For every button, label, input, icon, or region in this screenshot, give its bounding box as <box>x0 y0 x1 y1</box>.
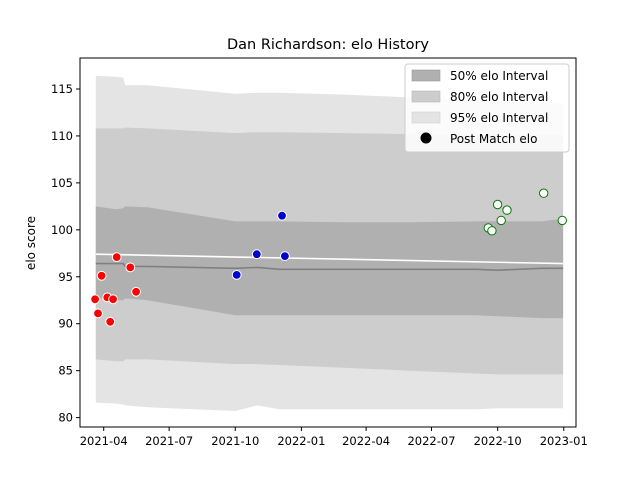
post-match-point-season3 <box>492 199 503 210</box>
y-axis-label: elo score <box>24 216 38 270</box>
x-tick-label: 2022-10 <box>474 434 522 448</box>
y-tick-label: 80 <box>58 411 73 425</box>
y-tick-label: 115 <box>51 82 73 96</box>
legend-label-50: 50% elo Interval <box>450 69 548 83</box>
post-match-point-season1 <box>131 286 142 297</box>
trend-line <box>95 253 564 265</box>
legend-swatch-50 <box>411 69 441 82</box>
y-tick-label: 100 <box>51 223 73 237</box>
y-axis: 80 85 90 95 100 105 110 115 <box>51 82 80 425</box>
legend-label-95: 95% elo Interval <box>450 111 548 125</box>
post-match-point-season1 <box>93 308 103 319</box>
x-tick-label: 2021-07 <box>145 434 193 448</box>
x-axis: 2021-04 2021-07 2021-10 2022-01 2022-04 2022-… <box>80 427 588 448</box>
y-tick-label: 105 <box>51 176 73 190</box>
legend-frame <box>404 63 570 153</box>
legend-label-80: 80% elo Interval <box>450 90 548 104</box>
legend: 50% elo Interval 80% elo Interval 95% el… <box>404 63 570 153</box>
mean-elo-line <box>95 262 564 272</box>
x-tick-label: 2022-07 <box>407 434 455 448</box>
x-tick-label: 2022-04 <box>342 434 390 448</box>
plot-frame <box>79 57 577 428</box>
post-match-point-season3 <box>496 215 506 226</box>
post-match-point-season2 <box>251 249 262 260</box>
post-match-point-season1 <box>105 316 116 327</box>
legend-swatch-95 <box>411 111 441 124</box>
legend-marker-post-match <box>420 132 432 144</box>
post-match-point-season3 <box>487 226 497 236</box>
y-tick-label: 90 <box>58 317 73 331</box>
plot-area <box>90 75 567 412</box>
post-match-point-season1 <box>96 270 107 281</box>
band-50-interval <box>95 206 564 319</box>
post-match-point-season1 <box>111 252 122 263</box>
x-tick-label: 2021-04 <box>80 434 128 448</box>
post-match-point-season1 <box>90 294 100 305</box>
x-tick-label: 2021-10 <box>211 434 259 448</box>
y-tick-label: 85 <box>58 364 73 378</box>
post-match-point-season3 <box>557 215 567 226</box>
post-match-point-season2 <box>231 270 242 280</box>
post-match-point-season1 <box>108 294 118 305</box>
chart-title: Dan Richardson: elo History <box>227 37 429 53</box>
post-match-point-season2 <box>280 251 290 262</box>
x-tick-label: 2023-01 <box>540 434 588 448</box>
y-tick-label: 95 <box>58 270 73 284</box>
post-match-point-season1 <box>125 262 136 273</box>
legend-swatch-80 <box>411 90 441 103</box>
y-tick-label: 110 <box>51 129 73 143</box>
post-match-point-season2 <box>277 210 287 221</box>
legend-label-post-match: Post Match elo <box>450 132 537 146</box>
post-match-point-season3 <box>502 205 512 215</box>
post-match-point-season3 <box>539 188 549 198</box>
x-tick-label: 2022-01 <box>277 434 325 448</box>
